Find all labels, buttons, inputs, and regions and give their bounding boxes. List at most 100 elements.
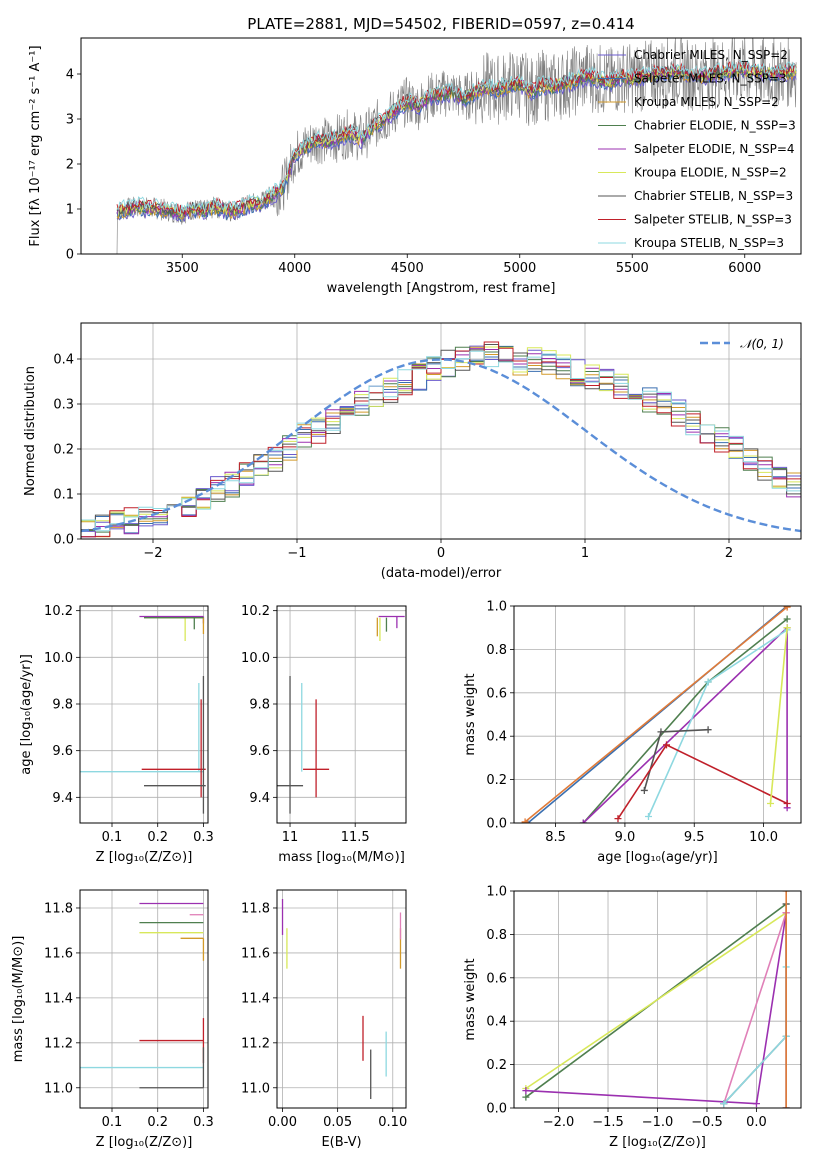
errorbar-group <box>80 615 206 814</box>
y-tick-label: 9.6 <box>249 744 270 759</box>
legend-label: Kroupa MILES, N_SSP=2 <box>634 95 779 109</box>
weight-line <box>524 606 788 823</box>
model-spectrum-line <box>116 61 797 215</box>
x-tick-label: 0 <box>437 546 445 561</box>
y-tick-label: 0.0 <box>486 1102 507 1117</box>
y-tick-label: 0.6 <box>486 686 507 701</box>
axes-frame <box>79 889 209 1109</box>
x-axis-label: Z [log₁₀(Z/Z⊙)] <box>96 1135 193 1150</box>
x-tick-label: 8.5 <box>545 830 566 845</box>
y-axis-label: Normed distribution <box>23 366 38 496</box>
errorbar-group <box>80 902 205 1089</box>
legend-label: Salpeter ELODIE, N_SSP=4 <box>634 142 795 156</box>
x-tick-label: 0.3 <box>193 1115 214 1130</box>
axes-frame <box>79 605 209 824</box>
x-tick-label: 1 <box>581 546 589 561</box>
y-tick-label: 1 <box>66 203 74 218</box>
x-tick-label: −1.5 <box>592 1115 624 1130</box>
weight-marker <box>522 1087 530 1095</box>
y-tick-label: 0 <box>66 248 74 263</box>
y-tick-label: 11.2 <box>241 1036 270 1051</box>
x-tick-label: 0.05 <box>323 1115 352 1130</box>
y-tick-label: 10.2 <box>241 604 270 619</box>
x-tick-label: 6000 <box>728 261 761 276</box>
y-tick-label: 0.4 <box>486 1015 507 1030</box>
y-tick-label: 11.4 <box>44 991 73 1006</box>
mass-vs-ebv-panel: 0.00 0.05 0.10 11.0 11.2 11.4 11.6 11.8 E(B-V) <box>241 889 407 1150</box>
y-tick-label: 0.0 <box>53 533 74 548</box>
x-tick-label: 9.5 <box>684 830 705 845</box>
weight-marker <box>579 819 587 823</box>
x-tick-label: 0.2 <box>147 1115 168 1130</box>
y-tick-label: 11.8 <box>44 901 73 916</box>
y-tick-label: 11.6 <box>44 946 73 961</box>
y-tick-label: 9.4 <box>249 791 270 806</box>
legend-label: 𝒩(0, 1) <box>740 337 784 351</box>
y-tick-label: 11.0 <box>44 1081 73 1096</box>
errorbar-point <box>139 1047 205 1089</box>
y-axis-label: age [log₁₀(age/yr)] <box>19 654 34 775</box>
x-tick-label: 2 <box>725 546 733 561</box>
x-tick-label: 0.1 <box>102 1115 123 1130</box>
residual-histogram <box>81 341 801 539</box>
weight-marker <box>663 741 671 749</box>
weight-marker <box>522 1093 530 1101</box>
weight-marker <box>614 815 622 823</box>
x-tick-label: 4000 <box>278 261 311 276</box>
x-tick-label: 0.2 <box>147 830 168 845</box>
weight-marker <box>704 726 712 734</box>
y-tick-label: 0.1 <box>53 488 74 503</box>
legend-label: Kroupa ELODIE, N_SSP=2 <box>634 166 787 180</box>
weight-marker <box>783 606 791 611</box>
weight-marker <box>782 1104 790 1108</box>
x-tick-label: 0.10 <box>378 1115 407 1130</box>
weight-line <box>769 627 788 804</box>
errorbar-point <box>144 617 204 630</box>
figure-title: PLATE=2881, MJD=54502, FIBERID=0597, z=0… <box>247 15 634 33</box>
x-tick-label: −2.0 <box>543 1115 575 1130</box>
axes-frame <box>80 322 802 540</box>
x-tick-label: 0.3 <box>193 830 214 845</box>
y-tick-label: 0.0 <box>486 817 507 832</box>
y-tick-label: 11.8 <box>241 901 270 916</box>
y-tick-label: 9.8 <box>52 698 73 713</box>
x-tick-label: 0.1 <box>102 830 123 845</box>
x-axis-label: age [log₁₀(age/yr)] <box>597 850 718 865</box>
weight-marker <box>521 818 529 823</box>
legend-label: Salpeter STELIB, N_SSP=3 <box>634 213 792 227</box>
y-tick-label: 9.6 <box>52 744 73 759</box>
x-axis-label: Z [log₁₀(Z/Z⊙)] <box>609 1135 706 1150</box>
axes-frame <box>513 890 802 1109</box>
y-tick-label: 0.8 <box>486 643 507 658</box>
normal-curve <box>81 358 801 533</box>
legend-label: Kroupa STELIB, N_SSP=3 <box>634 236 784 250</box>
x-tick-label: 5500 <box>616 261 649 276</box>
legend-label: Salpeter MILES, N_SSP=3 <box>634 72 787 86</box>
x-tick-label: −0.5 <box>691 1115 723 1130</box>
weight-line <box>582 625 788 823</box>
axes-frame <box>276 605 407 824</box>
x-axis-label: wavelength [Angstrom, rest frame] <box>327 281 556 296</box>
errorbar-point <box>277 676 304 814</box>
weight-marker <box>644 812 652 820</box>
y-tick-label: 3 <box>66 113 74 128</box>
y-tick-label: 1.0 <box>486 600 507 615</box>
x-tick-label: −1.0 <box>642 1115 674 1130</box>
y-tick-label: 10.2 <box>44 604 73 619</box>
weight-marker <box>766 799 774 807</box>
age-vs-mass-panel: 11 11.5 9.4 9.6 9.8 10.0 10.2 mass [log₁₀(M/M⊙)… <box>241 604 407 865</box>
x-tick-label: 10.0 <box>749 830 778 845</box>
legend-label: Chabrier ELODIE, N_SSP=3 <box>634 119 796 133</box>
x-tick-label: −1 <box>287 546 306 561</box>
y-tick-label: 10.0 <box>241 651 270 666</box>
x-tick-label: 11.5 <box>341 830 370 845</box>
weight-marker <box>640 786 648 794</box>
weight-marker <box>720 1100 728 1108</box>
y-tick-label: 1.0 <box>486 885 507 900</box>
y-tick-label: 9.4 <box>52 791 73 806</box>
y-tick-label: 0.2 <box>53 443 74 458</box>
x-tick-label: 0.00 <box>268 1115 297 1130</box>
x-axis-label: E(B-V) <box>321 1135 361 1150</box>
y-tick-label: 10.0 <box>44 651 73 666</box>
x-axis-label: mass [log₁₀(M/M⊙)] <box>278 850 405 865</box>
